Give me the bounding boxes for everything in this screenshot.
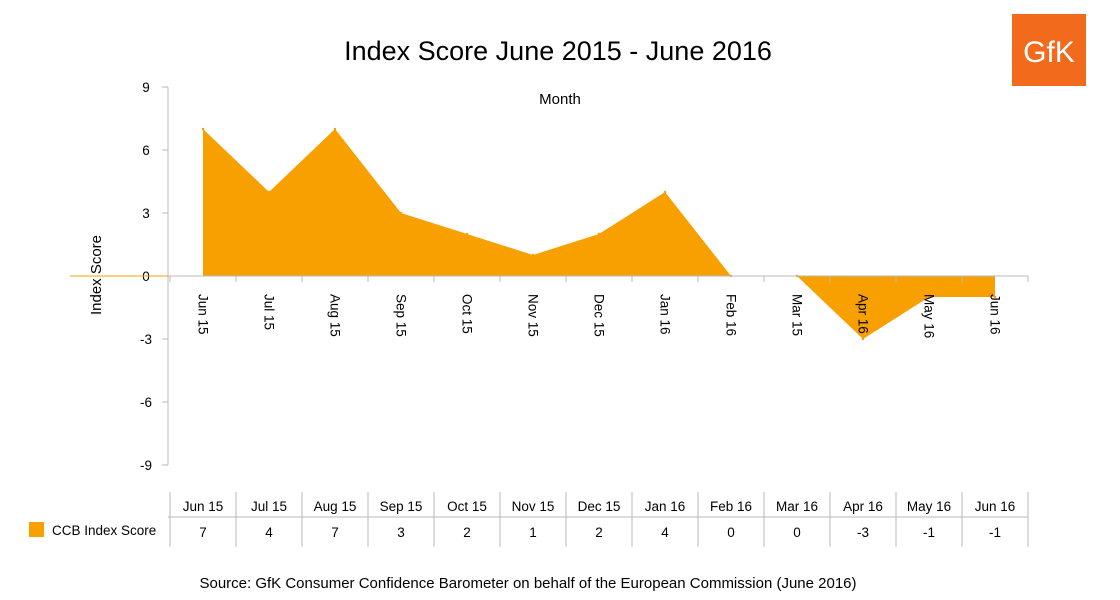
x-tick-label: Nov 15	[525, 294, 540, 337]
table-header-cell: Dec 15	[578, 499, 621, 514]
table-header-cell: Jun 16	[975, 499, 1016, 514]
x-tick-label: Jun 16	[987, 294, 1002, 335]
table-header-cell: Jul 15	[251, 499, 287, 514]
table-value-cell: -3	[857, 525, 869, 540]
x-tick-label: Dec 15	[591, 294, 606, 337]
x-axis-label: Month	[539, 91, 581, 108]
data-point-aug-15	[333, 127, 337, 131]
data-table: Jun 15 7 Jul 15 4 Aug 15 7 Sep 15 3 Oct 15 2 Nov 1…	[29, 492, 1029, 547]
table-value-cell: 7	[199, 525, 207, 540]
legend-label: CCB Index Score	[52, 523, 156, 538]
data-point-jan-16	[663, 190, 667, 194]
table-header-cell: Oct 15	[447, 499, 487, 514]
data-point-dec-15	[597, 232, 601, 236]
data-point-jul-15	[267, 190, 271, 194]
y-tick-label: 9	[142, 80, 150, 95]
x-tick-label: Jun 15	[195, 294, 210, 335]
data-point-nov-15	[531, 253, 535, 257]
data-point-may-16	[927, 295, 931, 299]
y-tick-label: 6	[142, 143, 150, 158]
x-tick-label: Mar 15	[789, 294, 804, 336]
table-value-cell: 7	[331, 525, 339, 540]
y-tick-label: 3	[142, 206, 150, 221]
table-header-cell: Apr 16	[843, 499, 883, 514]
source-note: Source: GfK Consumer Confidence Baromete…	[199, 575, 856, 592]
table-value-cell: 1	[529, 525, 537, 540]
y-axis-label: Index Score	[88, 235, 105, 315]
table-value-cell: 4	[661, 525, 669, 540]
table-header-cell: Mar 16	[776, 499, 818, 514]
table-value-cell: 2	[595, 525, 603, 540]
table-header-cell: Aug 15	[314, 499, 357, 514]
gfk-logo-background	[1012, 14, 1086, 86]
y-tick-label: -9	[140, 458, 152, 473]
table-value-cell: -1	[923, 525, 935, 540]
table-value-cell: 4	[265, 525, 273, 540]
x-tick-label: Aug 15	[327, 294, 342, 337]
table-value-cell: 0	[793, 525, 801, 540]
data-point-sep-15	[399, 211, 403, 215]
table-header-cell: Jan 16	[645, 499, 686, 514]
table-value-cell: -1	[989, 525, 1001, 540]
table-value-cell: 2	[463, 525, 471, 540]
x-tick-label: Oct 15	[459, 294, 474, 334]
data-point-jun-16	[993, 295, 997, 299]
table-value-cell: 3	[397, 525, 405, 540]
data-point-apr-16	[861, 337, 865, 341]
gfk-logo-text: GfK	[1023, 36, 1075, 69]
chart-title: Index Score June 2015 - June 2016	[344, 36, 772, 66]
y-tick-label: -6	[140, 395, 152, 410]
table-header-cell: Nov 15	[512, 499, 555, 514]
data-point-jun-15	[201, 127, 205, 131]
x-axis: Jun 15 Jul 15 Aug 15 Sep 15 Oct 15 Nov 15 Dec …	[70, 275, 1029, 338]
x-tick-label: Jan 16	[657, 294, 672, 335]
plot-area	[201, 127, 997, 341]
data-point-oct-15	[465, 232, 469, 236]
x-tick-label: Jul 15	[261, 294, 276, 330]
legend-swatch	[29, 522, 44, 537]
table-header-cell: Sep 15	[380, 499, 423, 514]
x-tick-label: May 16	[921, 294, 936, 338]
x-tick-label: Feb 16	[723, 294, 738, 336]
y-tick-label: -3	[140, 332, 152, 347]
x-tick-label: Apr 16	[855, 294, 870, 334]
table-header-cell: Jun 15	[183, 499, 224, 514]
table-value-cell: 0	[727, 525, 735, 540]
x-tick-label: Sep 15	[393, 294, 408, 337]
gfk-logo: GfK	[1012, 14, 1086, 86]
table-header-cell: May 16	[907, 499, 951, 514]
table-header-cell: Feb 16	[710, 499, 752, 514]
